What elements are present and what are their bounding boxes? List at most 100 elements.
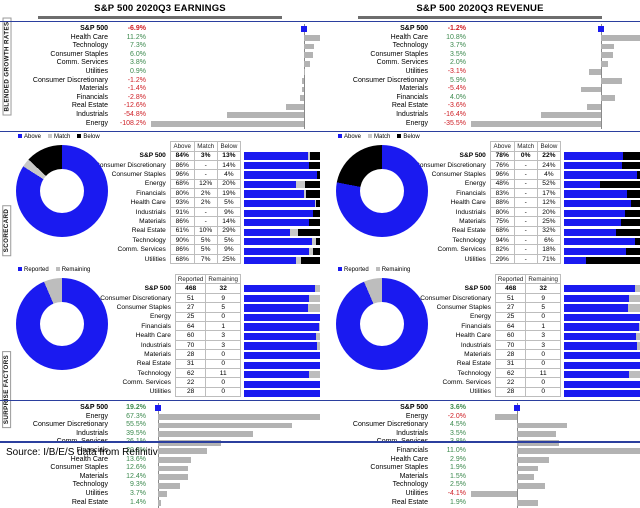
earnings-growth-value: -12.6% [123, 102, 146, 110]
bar-segment [623, 152, 640, 160]
bar-segment [244, 390, 320, 398]
bar-segment [630, 199, 640, 208]
revenue-growth-label: Consumer Discretionary [352, 76, 428, 84]
earnings-growth-label: Financials [76, 93, 108, 101]
earnings-scorecard-cell: 5% [193, 244, 218, 255]
revenue-reported-row-label: Financials [461, 322, 491, 330]
bar-segment [316, 171, 320, 179]
revenue-surprise-label: Real Estate [391, 498, 428, 506]
table-row: Comm. Services 22 0 [417, 377, 561, 388]
earnings-reported-row-label: Energy [150, 313, 171, 321]
stacked-bar [244, 179, 320, 189]
legend-swatch-icon [18, 134, 22, 139]
revenue-surprise-value: 11.0% [446, 447, 466, 455]
earnings-growth-row: Energy -108.2% [0, 118, 320, 130]
earnings-growth-value: 3.8% [130, 59, 146, 67]
table-row: Financials 64 1 [97, 321, 241, 332]
revenue-growth-value: -3.1% [447, 67, 466, 75]
bar-segment [308, 304, 320, 312]
bar-segment [624, 209, 640, 217]
earnings-surprise-bar [157, 499, 162, 506]
revenue-growth-value: 3.7% [450, 42, 466, 50]
earnings-reported-cell: 3 [205, 330, 241, 341]
bar-segment [564, 371, 629, 379]
table-row: Consumer Discretionary 51 9 [417, 292, 561, 304]
column-header: Remaining [525, 274, 561, 285]
revenue-reported-row-label: Real Estate [456, 360, 491, 368]
earnings-reported-cell: 5 [205, 302, 241, 313]
earnings-surprise-value: 13.6% [126, 455, 146, 463]
table-row: Utilities 28 0 [417, 386, 561, 398]
earnings-growth-row: Consumer Staples 6.0% [0, 49, 320, 61]
bar-segment [312, 238, 317, 246]
earnings-scorecard-row-label: Industrials [135, 208, 166, 216]
revenue-growth-bar-area [471, 109, 640, 121]
earnings-reported-row-label: Financials [141, 322, 171, 330]
revenue-surprise-label: Materials [399, 472, 428, 480]
earnings-growth-row: Real Estate -12.6% [0, 101, 320, 112]
table-row: Consumer Staples 96% -4% [408, 169, 562, 180]
bar-segment [564, 294, 629, 302]
revenue-growth-row: Industrials -16.4% [320, 109, 640, 121]
bar-segment [564, 152, 624, 160]
earnings-reported-cell: 9 [205, 292, 241, 304]
revenue-growth-bar [600, 52, 614, 58]
earnings-reported-body: Reported Remaining S&P 500 468 32 Consumer Di… [0, 274, 320, 398]
earnings-growth-label: Materials [79, 85, 108, 93]
earnings-scorecard-row-label: Energy [144, 180, 166, 188]
stacked-bar [564, 188, 640, 199]
earnings-surprise-value: 3.7% [130, 490, 146, 497]
revenue-scorecard-cell: - [513, 206, 538, 218]
revenue-surprise-row: Energy -2.0% [320, 411, 640, 423]
earnings-growth-label: Real Estate [71, 102, 108, 110]
earnings-surprise-label: Energy [85, 412, 108, 420]
revenue-surprise-value: 4.5% [450, 421, 466, 429]
earnings-growth-bar-area [151, 101, 320, 112]
revenue-reported-row-label: Utilities [469, 388, 491, 396]
bar-segment [621, 161, 640, 170]
earnings-growth-row: Industrials -54.8% [0, 109, 320, 121]
legend-swatch-icon [55, 267, 60, 272]
earnings-scorecard-cell: 13% [216, 150, 242, 161]
bar-segment [244, 352, 320, 360]
earnings-growth-bar-area [151, 41, 320, 52]
revenue-growth-bar [600, 60, 608, 67]
earnings-scorecard-cell: 10% [193, 225, 218, 237]
stacked-bar [564, 169, 640, 180]
revenue-growth-label: Financials [396, 93, 428, 101]
revenue-scorecard-cell: 12% [536, 197, 562, 208]
bar-segment [316, 199, 320, 208]
bar-segment [615, 228, 640, 236]
revenue-scorecard-cell: 52% [536, 178, 562, 190]
earnings-growth-bar [300, 95, 305, 101]
revenue-surprise-value: 1.9% [450, 498, 466, 506]
revenue-reported-cell: 5 [525, 302, 561, 313]
bar-segment [309, 161, 320, 170]
earnings-growth-row: Comm. Services 3.8% [0, 58, 320, 69]
revenue-growth-bar-area [471, 92, 640, 104]
earnings-scorecard-legend-item: Above [18, 134, 41, 140]
earnings-scorecard-cell: 90% [169, 235, 195, 246]
stacked-bar [564, 246, 640, 256]
revenue-reported-cell: 60 [494, 330, 527, 341]
stacked-bar [564, 369, 640, 379]
stacked-bar [244, 160, 320, 170]
earnings-scorecard-row-label: Real Estate [131, 227, 166, 235]
table-row: Consumer Discretionary 51 9 [97, 292, 241, 304]
earnings-scorecard-cell: 14% [216, 159, 242, 171]
earnings-reported-cell: 51 [174, 292, 207, 304]
legend-swatch-icon [48, 134, 53, 139]
earnings-surprise-value: 9.3% [130, 481, 146, 489]
revenue-surprise-label: S&P 500 [400, 404, 428, 412]
legend-swatch-icon [375, 267, 380, 272]
zero-axis [304, 84, 306, 95]
table-row: Comm. Services 82% -18% [408, 244, 562, 255]
earnings-growth-bar [304, 34, 320, 41]
table-row: Energy 25 0 [97, 311, 241, 323]
revenue-scorecard-cell: 94% [489, 235, 515, 246]
earnings-growth-bar-area [151, 109, 320, 121]
earnings-title-rule [38, 16, 282, 19]
bar-segment [314, 199, 317, 208]
earnings-growth-value: 11.2% [126, 33, 146, 41]
dashboard-page: BLENDED GROWTH RATES SCORECARD SURPRISE … [0, 0, 640, 461]
